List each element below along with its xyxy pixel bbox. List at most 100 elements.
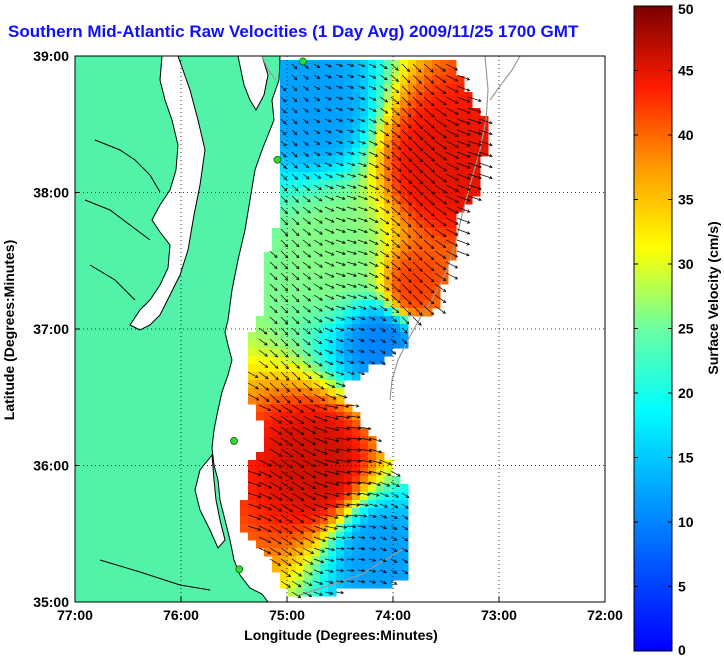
velocity-arrow xyxy=(324,569,334,573)
velocity-arrow xyxy=(423,96,435,107)
velocity-arrowhead xyxy=(385,231,390,236)
velocity-arrow xyxy=(302,217,311,225)
velocity-arrow xyxy=(423,305,434,315)
velocity-arrow xyxy=(324,261,335,267)
velocity-arrowhead xyxy=(372,525,377,529)
velocity-arrow xyxy=(379,492,389,497)
velocity-cell xyxy=(328,380,337,389)
velocity-cell xyxy=(416,60,425,69)
colorbar xyxy=(633,5,673,652)
velocity-cell xyxy=(392,548,401,557)
velocity-arrow xyxy=(390,151,401,161)
velocity-cell xyxy=(360,508,369,517)
velocity-arrow xyxy=(313,107,320,112)
velocity-arrowhead xyxy=(442,310,447,314)
velocity-arrowhead xyxy=(307,353,311,357)
velocity-cell xyxy=(336,324,345,333)
velocity-cell xyxy=(264,348,273,357)
velocity-cell xyxy=(432,196,441,205)
velocity-cell xyxy=(432,84,441,93)
velocity-arrow xyxy=(467,129,482,135)
velocity-cell xyxy=(376,196,385,205)
x-tick-label: 77:00 xyxy=(57,607,93,623)
velocity-cell xyxy=(312,508,321,517)
velocity-cell xyxy=(432,300,441,309)
velocity-cell xyxy=(280,460,289,469)
velocity-arrowhead xyxy=(285,377,290,381)
velocity-cell xyxy=(368,516,377,525)
velocity-cell xyxy=(240,524,249,533)
velocity-cell xyxy=(400,340,409,349)
velocity-arrowhead xyxy=(283,188,288,192)
velocity-cell xyxy=(336,348,345,357)
velocity-cell xyxy=(272,356,281,365)
velocity-arrow xyxy=(324,173,333,178)
velocity-arrowhead xyxy=(278,475,283,479)
velocity-cell xyxy=(320,588,329,597)
velocity-arrow xyxy=(368,470,382,475)
velocity-cell xyxy=(328,332,337,341)
velocity-cell xyxy=(392,156,401,165)
velocity-arrow xyxy=(269,448,282,457)
velocity-cell xyxy=(360,276,369,285)
velocity-arrowhead xyxy=(350,327,355,332)
velocity-cell xyxy=(360,516,369,525)
velocity-arrowhead xyxy=(353,295,357,299)
velocity-cell xyxy=(280,508,289,517)
velocity-arrowhead xyxy=(293,131,298,136)
velocity-arrowhead xyxy=(466,110,471,114)
velocity-arrow xyxy=(313,129,320,134)
velocity-arrowhead xyxy=(368,437,373,442)
velocity-cell xyxy=(408,116,417,125)
velocity-arrowhead xyxy=(312,463,317,467)
velocity-cell xyxy=(288,492,297,501)
colorbar-tick-label: 25 xyxy=(678,321,694,337)
velocity-cell xyxy=(312,132,321,141)
colorbar-tick-label: 30 xyxy=(678,256,694,272)
velocity-arrow xyxy=(302,448,316,456)
velocity-cell xyxy=(312,92,321,101)
velocity-cell xyxy=(352,364,361,373)
velocity-arrow xyxy=(390,481,400,487)
velocity-cell xyxy=(344,428,353,437)
velocity-arrow xyxy=(390,96,400,105)
velocity-cell xyxy=(344,132,353,141)
velocity-cell xyxy=(312,212,321,221)
velocity-arrowhead xyxy=(324,451,328,455)
velocity-cell xyxy=(320,292,329,301)
velocity-cell xyxy=(344,308,353,317)
velocity-arrowhead xyxy=(329,328,334,333)
velocity-cell xyxy=(288,164,297,173)
velocity-arrow xyxy=(302,74,309,80)
velocity-arrow xyxy=(313,195,323,202)
velocity-arrowhead xyxy=(387,472,392,476)
velocity-cell xyxy=(400,164,409,173)
velocity-arrow xyxy=(269,426,282,435)
velocity-arrowhead xyxy=(431,136,435,140)
velocity-cell xyxy=(320,340,329,349)
velocity-cell xyxy=(432,236,441,245)
velocity-cell xyxy=(424,140,433,149)
velocity-cell xyxy=(400,484,409,493)
velocity-cell xyxy=(248,348,257,357)
velocity-cell xyxy=(448,108,457,117)
velocity-cell xyxy=(312,484,321,493)
velocity-arrow xyxy=(313,492,328,499)
velocity-arrowhead xyxy=(330,373,335,377)
velocity-cell xyxy=(360,100,369,109)
velocity-cell xyxy=(360,300,369,309)
velocity-arrowhead xyxy=(287,584,291,588)
velocity-arrowhead xyxy=(466,231,471,235)
velocity-cell xyxy=(384,60,393,69)
velocity-arrow xyxy=(346,514,358,517)
velocity-arrow xyxy=(412,261,423,272)
velocity-arrow xyxy=(368,437,382,442)
velocity-cell xyxy=(368,340,377,349)
velocity-arrow xyxy=(269,360,279,369)
velocity-arrowhead xyxy=(395,89,400,94)
velocity-arrow xyxy=(368,503,378,507)
velocity-arrowhead xyxy=(342,284,346,288)
velocity-arrowhead xyxy=(478,98,482,103)
velocity-arrowhead xyxy=(374,241,379,245)
velocity-arrow xyxy=(280,217,288,226)
